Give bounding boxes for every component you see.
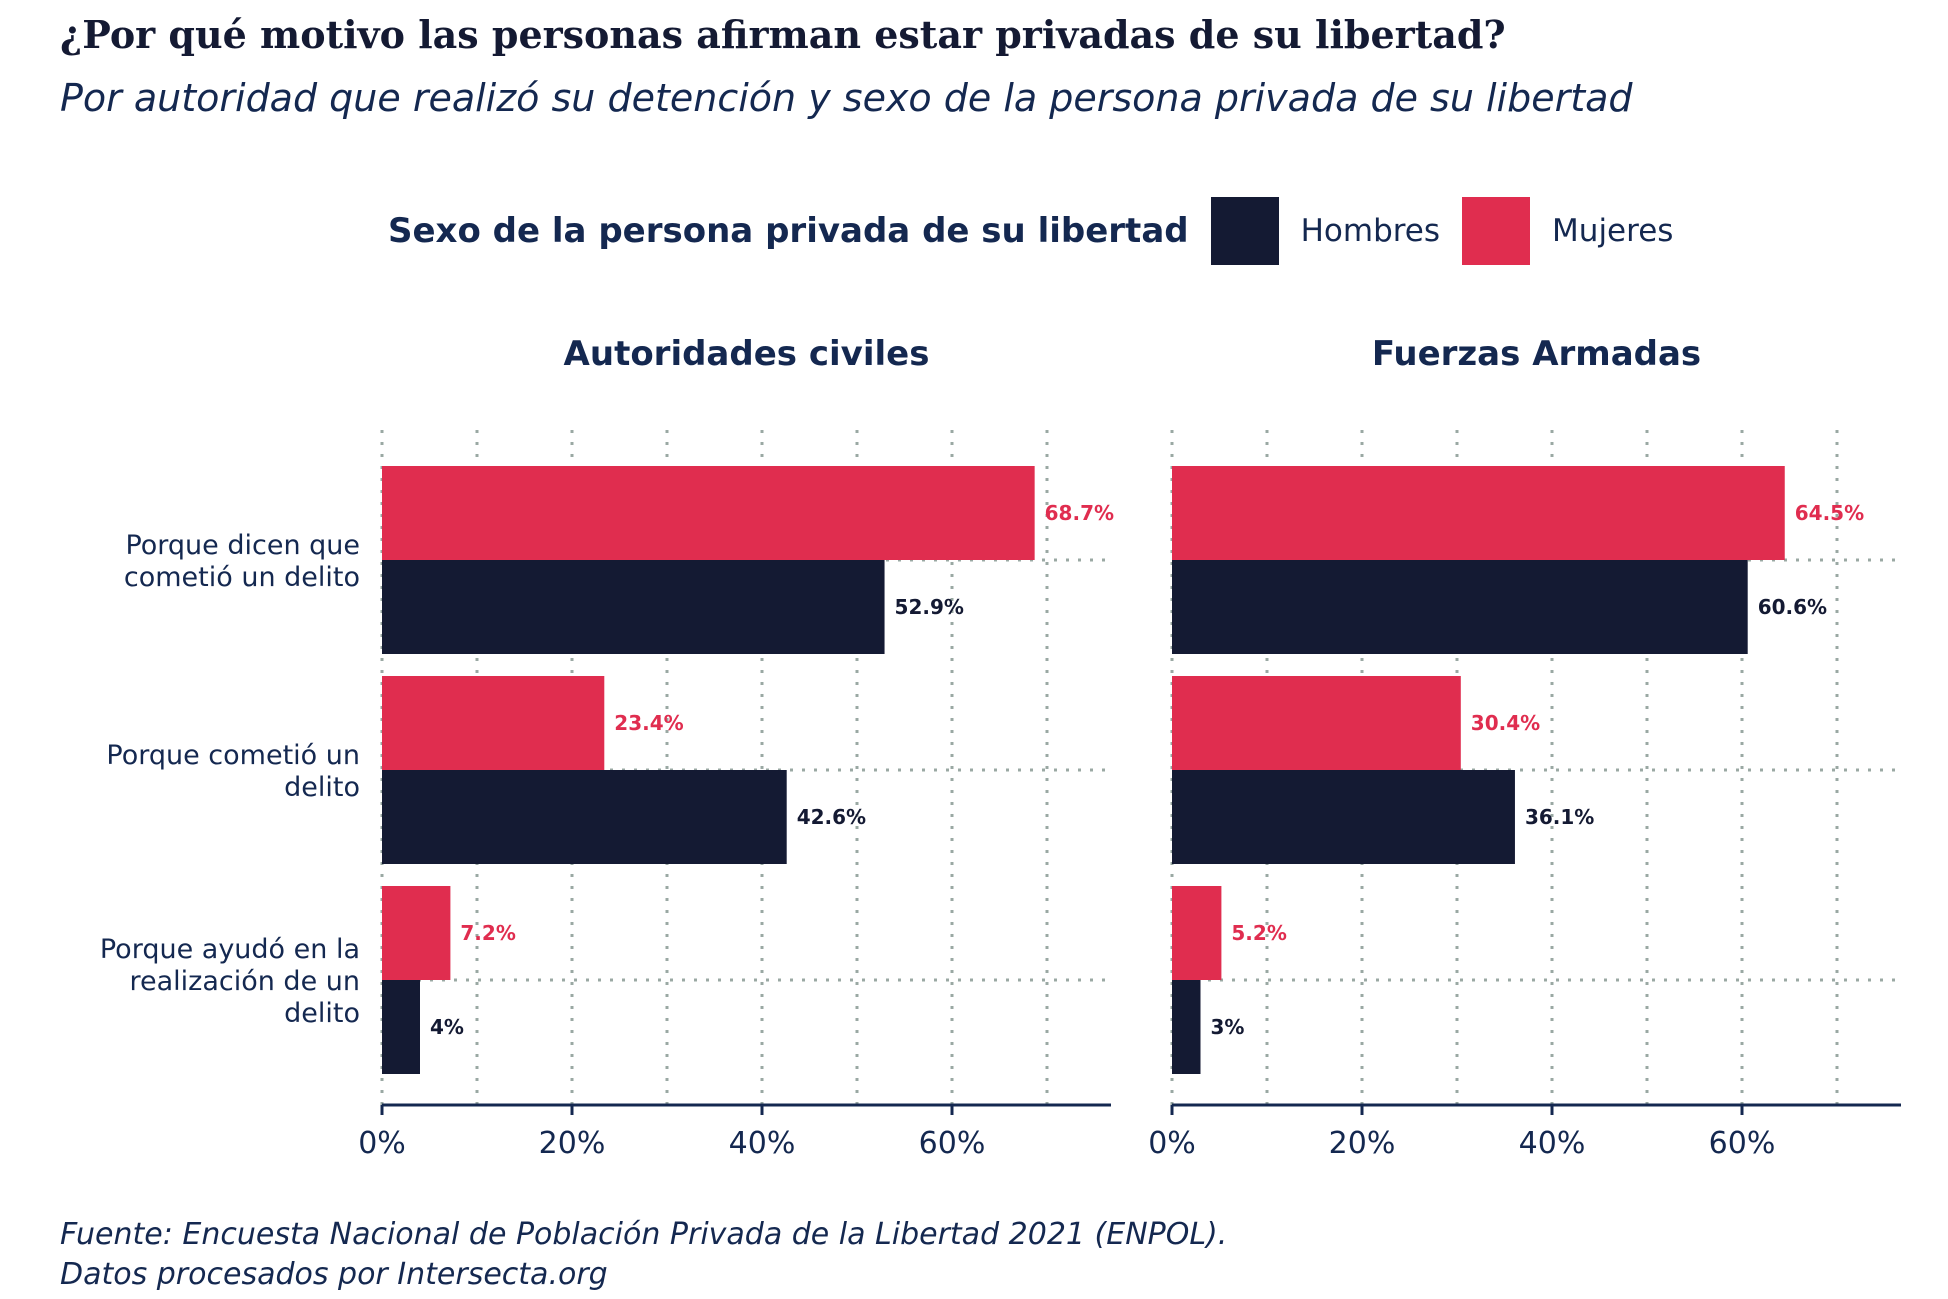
- legend-label-mujeres: Mujeres: [1552, 213, 1674, 249]
- bar-0-hombres-1: [382, 770, 787, 864]
- bar-1-mujeres-1: [1172, 676, 1461, 770]
- data-label-1-hombres-1: 36.1%: [1525, 805, 1594, 829]
- bar-0-mujeres-0: [382, 466, 1035, 560]
- category-label-2-line-1: realización de un: [129, 966, 360, 997]
- credit-note: Datos procesados por Intersecta.org: [60, 1257, 608, 1292]
- legend-label-hombres: Hombres: [1300, 213, 1441, 249]
- bar-1-hombres-0: [1172, 560, 1748, 654]
- category-label-2-line-0: Porque ayudó en la: [100, 934, 360, 965]
- legend: Sexo de la persona privada de su liberta…: [388, 196, 1695, 266]
- bar-1-hombres-1: [1172, 770, 1515, 864]
- data-label-1-mujeres-0: 64.5%: [1795, 501, 1864, 525]
- bar-0-hombres-2: [382, 980, 420, 1074]
- data-label-1-hombres-0: 60.6%: [1758, 595, 1827, 619]
- category-label-1-line-1: delito: [284, 772, 360, 803]
- panel-title-0: Autoridades civiles: [564, 334, 930, 374]
- data-label-0-mujeres-2: 7.2%: [460, 921, 515, 945]
- bar-1-mujeres-0: [1172, 466, 1785, 560]
- legend-title: Sexo de la persona privada de su liberta…: [388, 211, 1189, 251]
- x-tick-label-1-2: 40%: [1519, 1126, 1586, 1161]
- chart-subtitle: Por autoridad que realizó su detención y…: [60, 76, 1633, 120]
- bar-0-mujeres-2: [382, 886, 451, 980]
- legend-swatch-mujeres: [1462, 197, 1531, 265]
- data-label-0-mujeres-1: 23.4%: [614, 711, 683, 735]
- footer: Fuente: Encuesta Nacional de Población P…: [60, 1215, 1227, 1295]
- x-tick-label-1-3: 60%: [1709, 1126, 1776, 1161]
- x-tick-label-1-0: 0%: [1148, 1126, 1196, 1161]
- source-note: Fuente: Encuesta Nacional de Población P…: [60, 1217, 1228, 1252]
- data-label-0-hombres-0: 52.9%: [895, 595, 964, 619]
- x-tick-label-1-1: 20%: [1329, 1126, 1396, 1161]
- data-label-1-hombres-2: 3%: [1211, 1015, 1245, 1039]
- legend-swatch-hombres: [1210, 197, 1279, 265]
- category-label-0-line-1: cometió un delito: [124, 562, 360, 593]
- data-label-0-mujeres-0: 68.7%: [1045, 501, 1114, 525]
- chart-title: ¿Por qué motivo las personas afirman est…: [60, 12, 1506, 57]
- category-label-2-line-2: delito: [284, 998, 360, 1029]
- x-tick-label-0-2: 40%: [729, 1126, 796, 1161]
- panel-title-1: Fuerzas Armadas: [1372, 334, 1701, 374]
- data-label-0-hombres-1: 42.6%: [797, 805, 866, 829]
- bar-1-hombres-2: [1172, 980, 1201, 1074]
- data-label-1-mujeres-2: 5.2%: [1231, 921, 1286, 945]
- bar-0-mujeres-1: [382, 676, 605, 770]
- category-label-0-line-0: Porque dicen que: [125, 530, 360, 561]
- x-tick-label-0-3: 60%: [919, 1126, 986, 1161]
- data-label-0-hombres-2: 4%: [430, 1015, 464, 1039]
- bar-1-mujeres-2: [1172, 886, 1222, 980]
- x-tick-label-0-1: 20%: [539, 1126, 606, 1161]
- bar-0-hombres-0: [382, 560, 885, 654]
- category-label-1-line-0: Porque cometió un: [106, 740, 360, 771]
- data-label-1-mujeres-1: 30.4%: [1471, 711, 1540, 735]
- x-tick-label-0-0: 0%: [358, 1126, 406, 1161]
